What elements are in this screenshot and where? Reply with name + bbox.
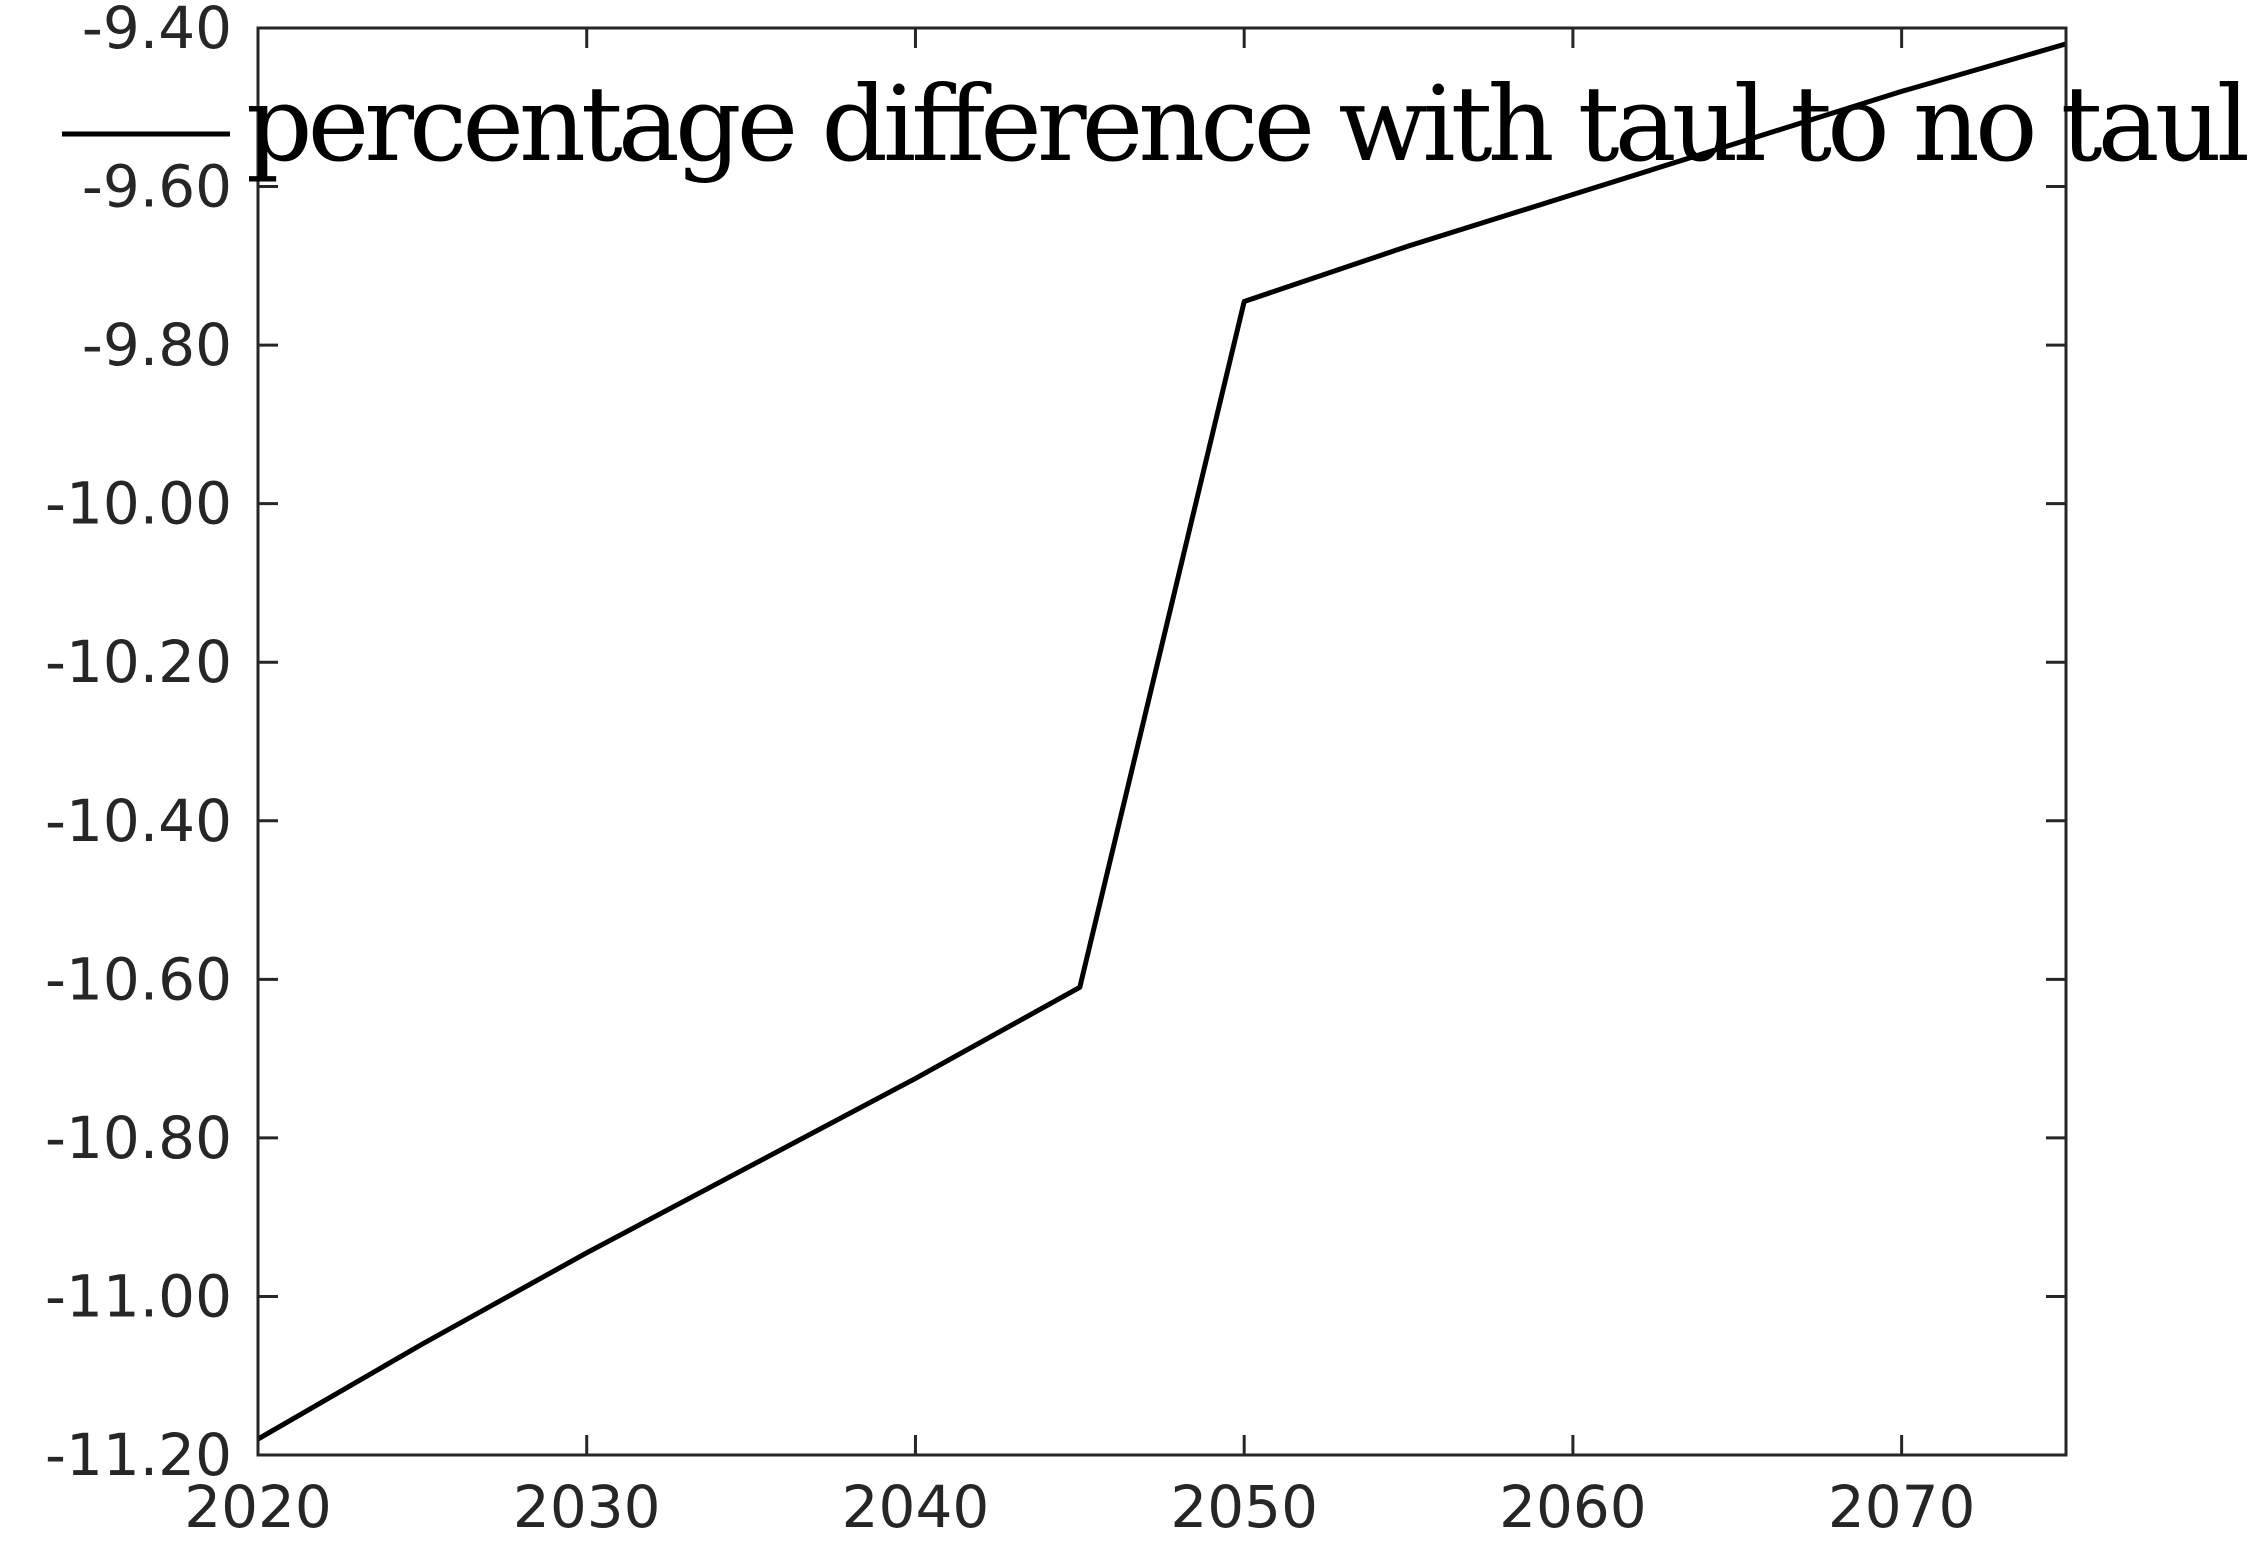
y-tick-label: -9.60 xyxy=(82,153,232,221)
x-tick-label: 2050 xyxy=(1170,1473,1318,1541)
y-tick-label: -10.20 xyxy=(45,628,232,696)
plot-frame xyxy=(256,26,2068,1457)
y-axis-tick-labels: -9.40 -9.60 -9.80 -10.00 -10.20 -10.40 -10.60 -… xyxy=(45,0,232,1489)
x-tick-label: 2040 xyxy=(842,1473,990,1541)
y-tick-label: -11.00 xyxy=(45,1262,232,1330)
x-tick-label: 2020 xyxy=(184,1473,332,1541)
y-tick-label: -10.80 xyxy=(45,1104,232,1172)
series-layer xyxy=(256,41,2067,1442)
x-axis-tick-labels: 2020 2030 2040 2050 2060 2070 xyxy=(184,1473,1975,1541)
y-tick-label: -9.80 xyxy=(82,311,232,379)
x-tick-label: 2060 xyxy=(1499,1473,1647,1541)
y-tick-label: -10.00 xyxy=(45,470,232,538)
legend: percentage difference with taul to no ta… xyxy=(62,63,2250,185)
plot-background xyxy=(258,28,2066,1455)
y-tick-label: -11.20 xyxy=(45,1421,232,1489)
x-tick-label: 2070 xyxy=(1828,1473,1976,1541)
y-tick-label: -9.40 xyxy=(82,0,232,62)
plot-area xyxy=(258,28,2066,1455)
legend-label: percentage difference with taul to no ta… xyxy=(246,63,2250,185)
y-tick-label: -10.60 xyxy=(45,945,232,1013)
x-tick-label: 2030 xyxy=(513,1473,661,1541)
y-tick-label: -10.40 xyxy=(45,787,232,855)
series-line xyxy=(256,41,2067,1442)
